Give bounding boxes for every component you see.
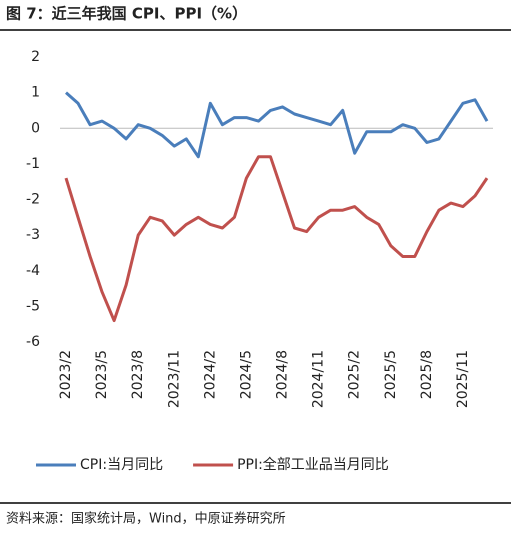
x-tick-label: 2025/2 xyxy=(347,350,363,399)
series-line xyxy=(65,91,489,159)
y-tick-label: 0 xyxy=(31,120,40,136)
x-tick-label: 2023/11 xyxy=(166,350,182,408)
x-tick-label: 2025/5 xyxy=(383,350,399,399)
y-tick-label: -3 xyxy=(26,227,40,243)
x-tick-label: 2023/5 xyxy=(94,350,110,399)
chart-title: 图 7：近三年我国 CPI、PPI（%） xyxy=(6,5,247,23)
y-tick-label: -2 xyxy=(26,192,40,208)
x-tick-label: 2023/8 xyxy=(130,350,146,399)
y-tick-label: 1 xyxy=(31,85,40,101)
legend-label: PPI:全部工业品当月同比 xyxy=(237,456,389,473)
y-tick-label: -4 xyxy=(26,263,40,279)
source: 资料来源：国家统计局，Wind，中原证券研究所 xyxy=(6,511,286,527)
y-tick-label: -6 xyxy=(26,334,40,350)
x-tick-label: 2024/5 xyxy=(238,350,254,399)
y-tick-label: 2 xyxy=(31,49,40,65)
x-tick-label: 2025/8 xyxy=(419,350,435,399)
legend-label: CPI:当月同比 xyxy=(80,457,163,473)
x-tick-label: 2025/11 xyxy=(455,350,471,408)
y-tick-label: -1 xyxy=(26,156,40,172)
y-tick-label: -5 xyxy=(26,298,40,314)
x-tick-label: 2024/2 xyxy=(202,350,218,399)
x-tick-label: 2024/11 xyxy=(311,350,327,408)
x-tick-label: 2024/8 xyxy=(275,350,291,399)
series-line xyxy=(64,155,489,323)
x-tick-label: 2023/2 xyxy=(58,350,74,399)
